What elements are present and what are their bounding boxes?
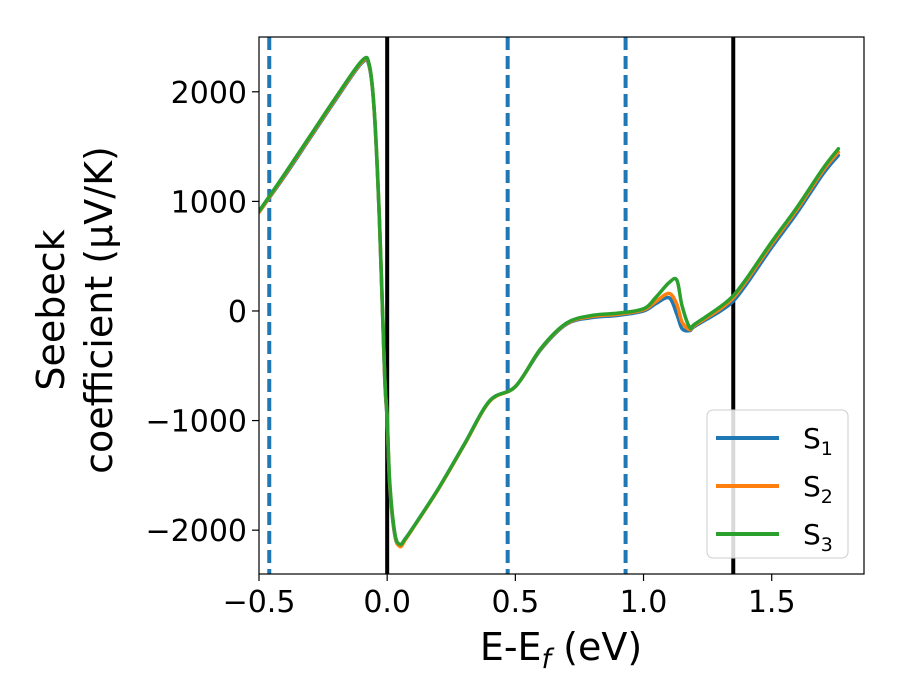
series-line-3 (259, 55, 841, 547)
y-axis-label-line2: coefficient (μV/K) (77, 146, 121, 474)
y-tick-label: 0 (228, 295, 247, 330)
x-tick-label: −0.5 (223, 585, 296, 620)
y-axis-label-line1: Seebeck (29, 229, 73, 390)
reference-lines (267, 37, 736, 574)
x-tick-label: 1.0 (620, 585, 668, 620)
series-layer (259, 55, 841, 549)
y-tick-label: −1000 (146, 405, 247, 440)
x-axis-label: E-Ef (eV) (480, 625, 642, 675)
x-axis: −0.5 0.0 0.5 1.0 1.5 (223, 574, 796, 620)
legend: S1 S2 S3 (706, 409, 849, 559)
x-tick-label: 0.0 (363, 585, 411, 620)
y-axis: −2000 −1000 0 1000 2000 (146, 76, 259, 549)
x-tick-label: 1.5 (748, 585, 796, 620)
y-tick-label: −2000 (146, 514, 247, 549)
legend-label-3: S3 (803, 518, 833, 556)
y-tick-label: 2000 (171, 76, 247, 111)
y-tick-label: 1000 (171, 185, 247, 220)
x-tick-label: 0.5 (491, 585, 539, 620)
plot-frame (258, 36, 865, 575)
legend-label-1: S1 (803, 422, 833, 460)
legend-label-2: S2 (803, 470, 833, 508)
